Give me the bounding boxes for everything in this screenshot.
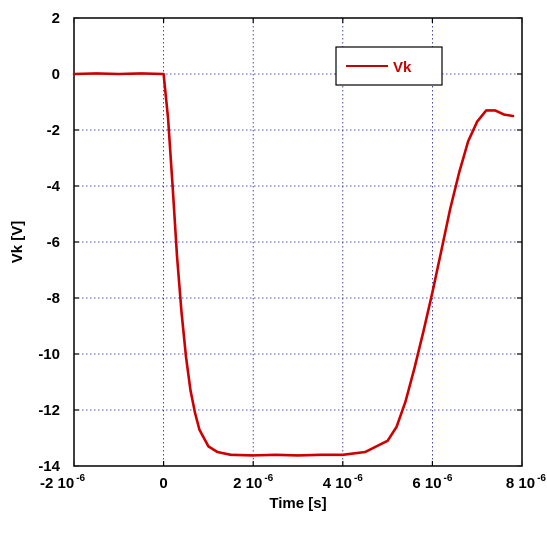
x-tick-exponent: -6 <box>444 473 453 484</box>
x-tick-label: 6 10 -6 <box>412 473 453 492</box>
series-line-vk <box>72 72 515 457</box>
grid <box>74 18 522 466</box>
x-tick-mantissa: 4 10 <box>323 475 352 492</box>
legend: Vk <box>335 46 443 86</box>
x-tick-exponent: -6 <box>537 473 546 484</box>
x-tick-exponent: -6 <box>354 473 363 484</box>
x-tick-exponent: -6 <box>264 473 273 484</box>
y-axis-ticks: 2 0 -2 -4 -6 -8 -10 -12 -14 <box>38 10 522 475</box>
y-axis-title: Vk [V] <box>9 221 26 264</box>
x-tick-label: 4 10 -6 <box>323 473 364 492</box>
x-tick-label: 0 <box>159 475 167 492</box>
x-tick-label: -2 10 -6 <box>40 473 86 492</box>
x-tick-label: 8 10 -6 <box>506 473 547 492</box>
x-axis-ticks: -2 10 -6 0 2 10 -6 4 10 -6 6 10 -6 8 10 -6 <box>40 18 546 492</box>
y-tick-label: -6 <box>47 234 60 251</box>
y-tick-label: 2 <box>52 10 60 27</box>
x-tick-mantissa: 6 10 <box>412 475 441 492</box>
x-tick-label: 2 10 -6 <box>233 473 274 492</box>
legend-label: Vk <box>393 59 412 76</box>
x-tick-mantissa: 2 10 <box>233 475 262 492</box>
y-tick-label: -12 <box>38 402 60 419</box>
y-tick-label: -8 <box>47 290 60 307</box>
series-layer <box>72 72 515 457</box>
x-axis-title: Time [s] <box>269 495 326 512</box>
x-tick-mantissa: 8 10 <box>506 475 535 492</box>
x-tick-mantissa: -2 10 <box>40 475 74 492</box>
y-tick-label: -2 <box>47 122 60 139</box>
x-tick-exponent: -6 <box>76 473 85 484</box>
y-tick-label: -14 <box>38 458 60 475</box>
y-tick-label: -10 <box>38 346 60 363</box>
y-tick-label: 0 <box>52 66 60 83</box>
y-tick-label: -4 <box>47 178 61 195</box>
